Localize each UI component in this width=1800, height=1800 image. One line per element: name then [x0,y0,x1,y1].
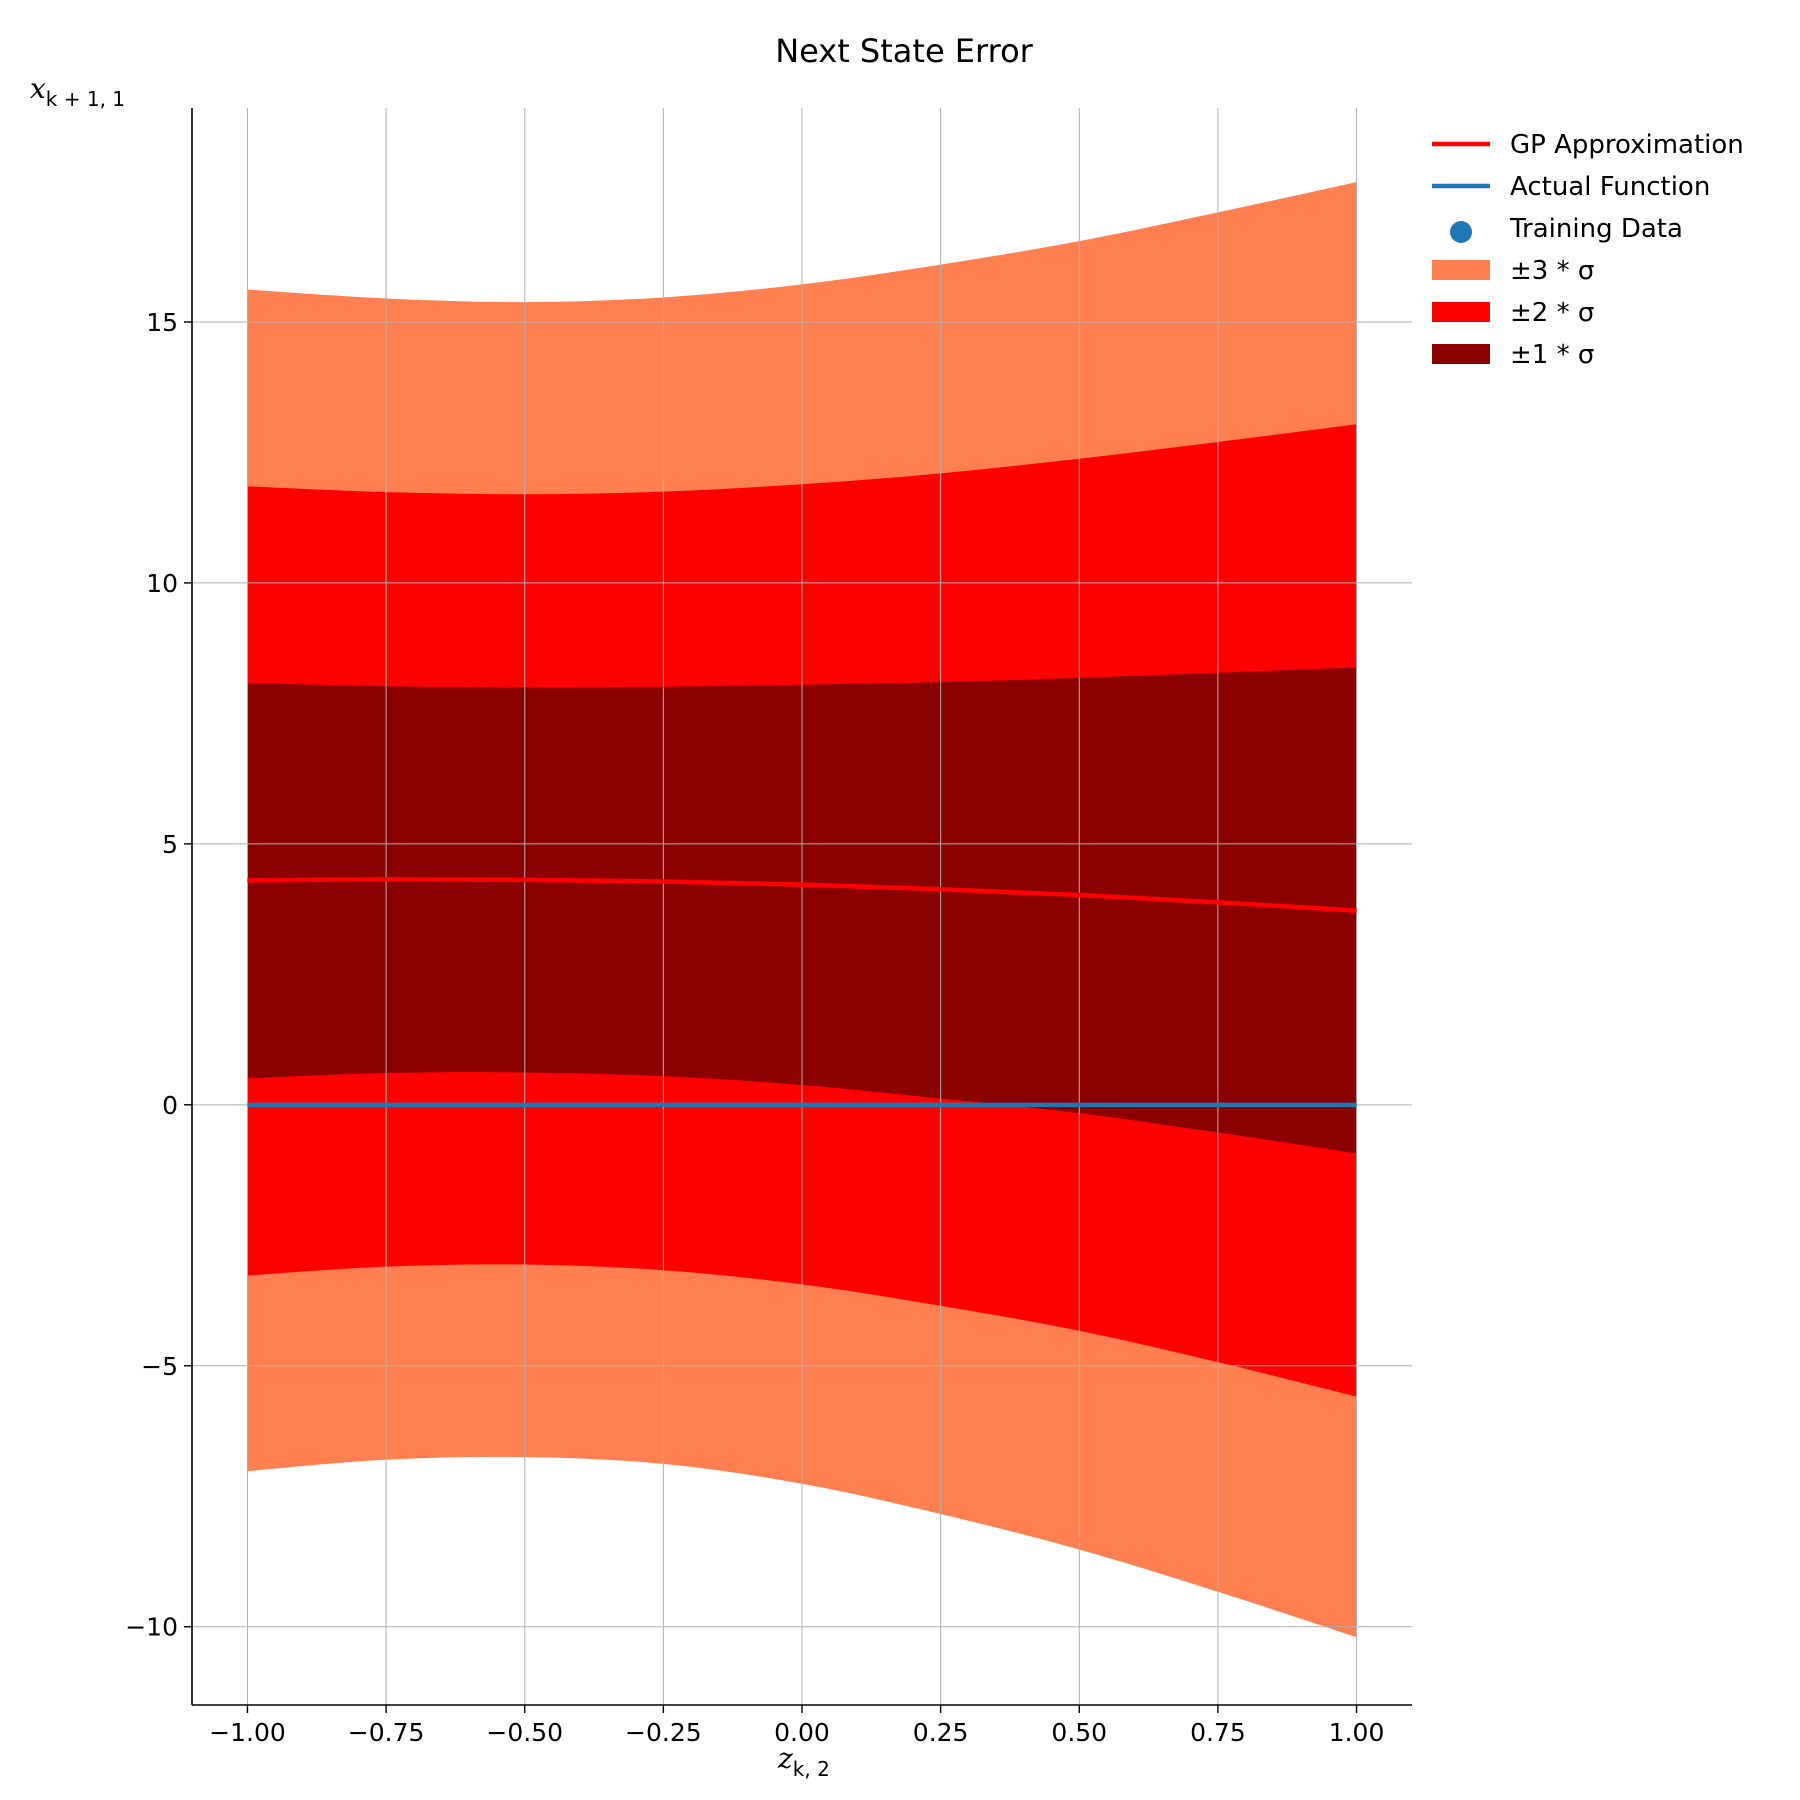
y-tick-label: 15 [146,308,178,337]
y-tick-label: 10 [146,569,178,598]
x-tick-label: −0.25 [625,1718,702,1747]
legend-patch-swatch [1432,260,1490,280]
legend-patch-swatch [1432,344,1490,364]
x-tick-label: 0.75 [1190,1718,1246,1747]
legend-label: ±1 * σ [1510,340,1594,370]
x-tick-label: −1.00 [209,1718,286,1747]
x-axis-label: zk, 2 [777,1742,830,1781]
y-ticks: −10 −5 0 5 10 15 [125,308,192,1642]
legend-2-sigma: ±2 * σ [1432,298,1594,328]
legend-3-sigma: ±3 * σ [1432,256,1594,286]
legend-label: Training Data [1509,214,1683,244]
x-tick-label: 1.00 [1329,1718,1385,1747]
series-lines [247,877,1357,1108]
chart-title: Next State Error [775,32,1033,70]
legend: GP Approximation Actual Function Training … [1432,130,1744,370]
x-tick-label: −0.50 [486,1718,563,1747]
x-tick-label: 0.25 [913,1718,969,1747]
y-tick-label: −5 [141,1352,178,1381]
y-tick-label: 5 [162,830,178,859]
gp-approximation-line [247,877,1357,913]
grid [192,108,1412,1705]
legend-label: GP Approximation [1510,130,1744,160]
legend-dot-swatch [1450,221,1472,243]
x-tick-label: −0.75 [348,1718,425,1747]
legend-training-data: Training Data [1450,214,1683,244]
legend-label: ±3 * σ [1510,256,1594,286]
x-tick-label: 0.00 [774,1718,830,1747]
legend-gp-approximation: GP Approximation [1432,130,1744,160]
legend-actual-function: Actual Function [1432,172,1710,202]
legend-label: Actual Function [1510,172,1710,202]
x-tick-label: 0.50 [1051,1718,1107,1747]
legend-label: ±2 * σ [1510,298,1594,328]
y-tick-label: 0 [162,1091,178,1120]
legend-1-sigma: ±1 * σ [1432,340,1594,370]
legend-patch-swatch [1432,302,1490,322]
y-axis-label: xk + 1, 1 [30,72,125,111]
x-ticks: −1.00 −0.75 −0.50 −0.25 0.00 0.25 0.50 0.75 1.00 [209,1705,1384,1747]
y-tick-label: −10 [125,1613,178,1642]
